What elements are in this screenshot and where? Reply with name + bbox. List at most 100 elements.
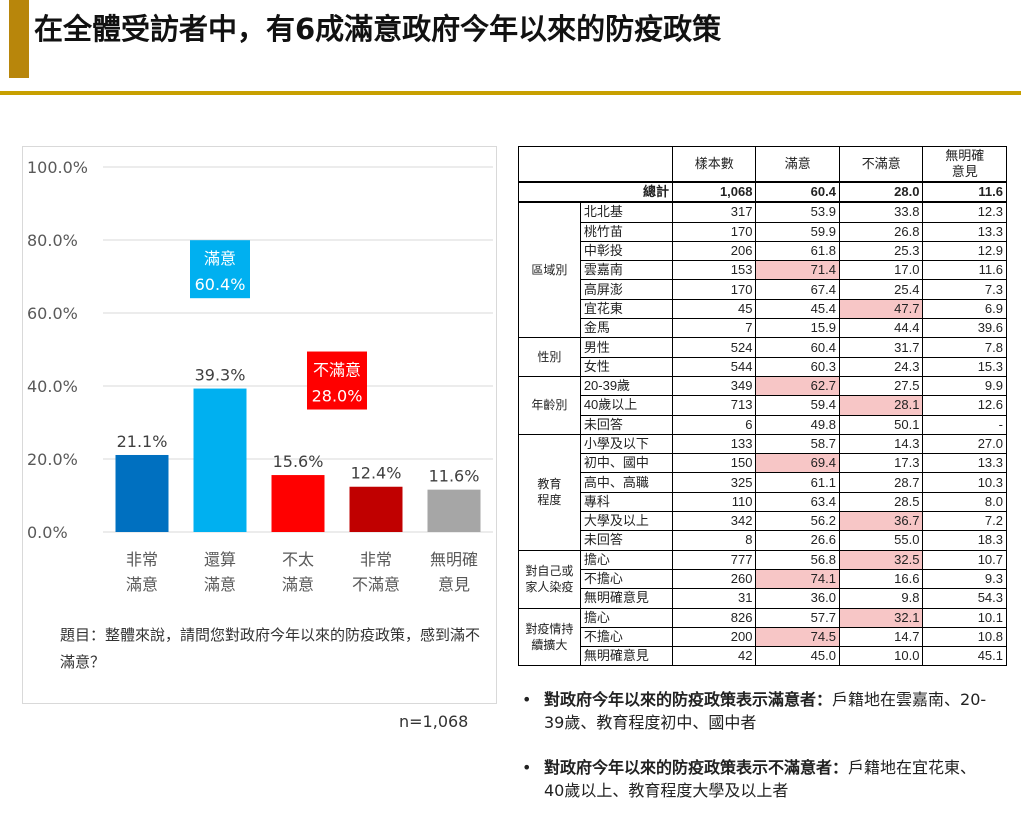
y-tick-label: 40.0% [27, 377, 78, 396]
category-label: 不滿意 [352, 575, 400, 594]
table-row: 高屏澎 170 67.4 25.4 7.3 [519, 279, 1007, 300]
table-cell: 260 [671, 568, 757, 590]
table-cell: 26.6 [755, 530, 840, 551]
table-cell: 826 [671, 607, 757, 628]
table-cell: 56.2 [755, 511, 840, 532]
callout-value: 60.4% [195, 275, 246, 294]
callout-label: 不滿意 [313, 361, 361, 380]
table-cell: 7.3 [922, 279, 1007, 300]
bullet-icon: • [522, 758, 532, 777]
row-label: 專科 [579, 491, 673, 513]
table-row: 對自己或 家人染疫 擔心 777 56.8 32.5 10.7 [518, 549, 1007, 609]
table-row: 未回答 6 49.8 50.1- [519, 414, 1007, 435]
table-cell: 325 [671, 472, 757, 493]
table-cell: 6.9 [922, 298, 1007, 320]
table-cell: 133 [671, 433, 757, 455]
finding-item: • 對政府今年以來的防疫政策表示滿意者：戶籍地在雲嘉南、20-39歲、教育程度初中… [522, 688, 992, 734]
row-label: 不擔心 [579, 626, 673, 648]
table-row: 專科 110 63.4 28.5 8.0 [519, 491, 1007, 513]
table-cell: 74.5 [755, 626, 840, 648]
finding-text: 對政府今年以來的防疫政策表示不滿意者：戶籍地在宜花東、40歲以上、教育程度大學及… [544, 756, 992, 802]
table-cell: 12.9 [922, 240, 1007, 262]
title-divider [0, 91, 1021, 95]
table-cell: 13.3 [922, 221, 1007, 242]
table-cell: 45.4 [755, 298, 840, 320]
callout-label: 滿意 [204, 249, 236, 268]
column-header: 樣本數 [671, 146, 757, 183]
chart-panel: 0.0% 20.0% 40.0% 60.0% 80.0% 100.0% 21.1% 非常 滿意 3… [22, 146, 497, 704]
table-cell: 59.4 [755, 395, 840, 416]
table-cell: 36.7 [838, 511, 924, 532]
table-cell: 206 [671, 240, 757, 262]
row-label: 擔心 [579, 549, 673, 570]
table-cell: 45.0 [755, 646, 840, 667]
table-cell: 170 [671, 279, 757, 300]
row-label: 雲嘉南 [579, 260, 673, 281]
table-row: 總計 1,068 60.4 28.0 11.6 [518, 180, 1007, 204]
row-label: 北北基 [579, 201, 673, 223]
column-header: 無明確 意見 [922, 146, 1007, 183]
table-cell: 544 [671, 356, 757, 377]
data-label: 39.3% [195, 366, 246, 385]
table-cell: 56.8 [755, 549, 840, 570]
table-cell: 10.1 [922, 607, 1007, 628]
table-cell: 32.5 [838, 549, 924, 570]
bar [193, 388, 247, 532]
table-cell: 61.8 [755, 240, 840, 262]
table-cell: 33.8 [838, 201, 924, 223]
data-label: 11.6% [429, 467, 480, 486]
table-row: 初中、國中 150 69.4 17.3 13.3 [519, 453, 1007, 474]
table-cell: 63.4 [755, 491, 840, 513]
table-row: 無明確意見 31 36.0 9.8 54.3 [519, 588, 1007, 609]
row-label: 宜花東 [579, 298, 673, 320]
table-row: 未回答 8 26.6 55.0 18.3 [519, 530, 1007, 551]
category-label: 滿意 [282, 575, 314, 594]
row-label: 高中、高職 [579, 472, 673, 493]
table-cell: 62.7 [755, 375, 840, 397]
table-cell: 18.3 [922, 530, 1007, 551]
table-cell: 74.1 [755, 568, 840, 590]
category-label: 還算 [204, 550, 236, 569]
findings-list: • 對政府今年以來的防疫政策表示滿意者：戶籍地在雲嘉南、20-39歲、教育程度初中… [522, 688, 992, 824]
row-label: 初中、國中 [579, 453, 673, 474]
row-label: 桃竹苗 [579, 221, 673, 242]
table-row: 雲嘉南 153 71.4 17.0 11.6 [519, 260, 1007, 281]
table-cell: 28.7 [838, 472, 924, 493]
table-cell: 14.3 [838, 433, 924, 455]
table-cell: 9.8 [838, 588, 924, 609]
table-row: 大學及以上 342 56.2 36.7 7.2 [519, 511, 1007, 532]
row-label: 擔心 [579, 607, 673, 628]
group-label: 教育 程度 [518, 433, 581, 551]
table-cell: 27.0 [922, 433, 1007, 455]
table-cell: 14.7 [838, 626, 924, 648]
table-row: 無明確意見 42 45.0 10.0 45.1 [519, 646, 1007, 667]
category-label: 不太 [282, 550, 314, 569]
bar [271, 475, 325, 532]
table-cell: 200 [671, 626, 757, 648]
satisfaction-bar-chart: 0.0%20.0%40.0%60.0%80.0%100.0%21.1%非常滿意3… [27, 158, 493, 594]
table-cell: 7 [671, 318, 757, 339]
row-label: 不擔心 [579, 568, 673, 590]
table-cell: 54.3 [922, 588, 1007, 609]
bar [115, 454, 169, 532]
row-label: 大學及以上 [579, 511, 673, 532]
table-cell: 7.8 [922, 337, 1007, 358]
callout-box [307, 351, 367, 410]
table-row: 中彰投 206 61.8 25.3 12.9 [519, 240, 1007, 262]
finding-detail: 戶籍地在宜花東、40歲以上、教育程度大學及以上者 [544, 758, 977, 800]
row-label: 中彰投 [579, 240, 673, 262]
bar [349, 486, 403, 532]
table-cell: 170 [671, 221, 757, 242]
column-header: 滿意 [755, 146, 840, 183]
table-cell: 27.5 [838, 375, 924, 397]
table-cell: 57.7 [755, 607, 840, 628]
table-cell: 61.1 [755, 472, 840, 493]
table-cell: 17.0 [838, 260, 924, 281]
table-cell: 777 [671, 549, 757, 570]
table-cell: 9.3 [922, 568, 1007, 590]
table-cell: 50.1 [838, 414, 924, 435]
table-cell: 58.7 [755, 433, 840, 455]
y-tick-label: 20.0% [27, 450, 78, 469]
category-label: 滿意 [126, 575, 158, 594]
row-label: 金馬 [579, 318, 673, 339]
